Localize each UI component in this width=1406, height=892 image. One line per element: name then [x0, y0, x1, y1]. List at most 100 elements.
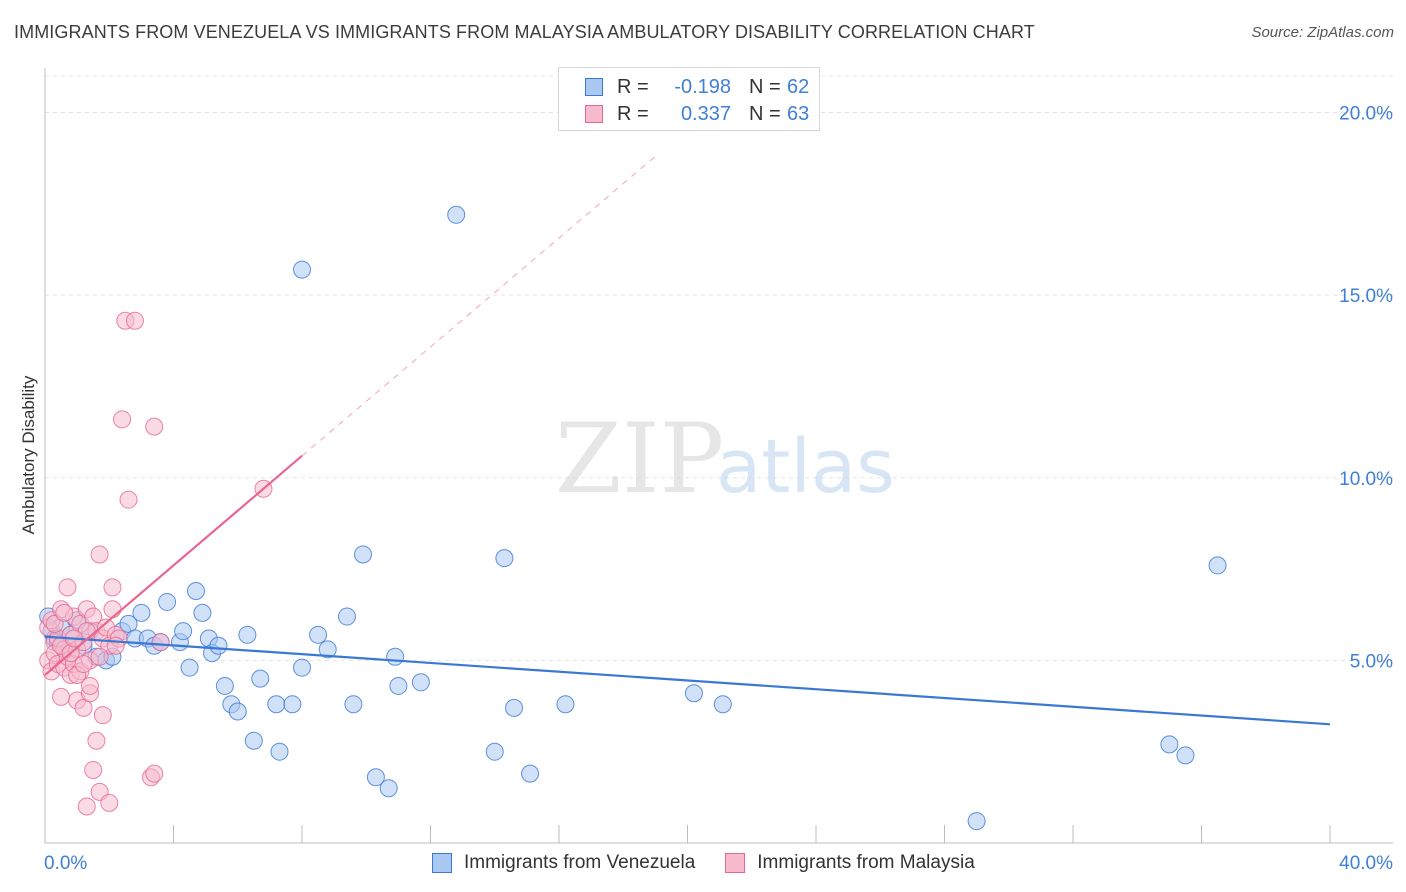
venezuela-point: [318, 640, 337, 659]
venezuela-point: [684, 684, 703, 703]
legend-n-value: 63: [787, 102, 810, 125]
legend-row-venezuela: R = -0.198 N = 62: [585, 74, 809, 100]
malaysia-point: [80, 676, 99, 695]
legend-swatch-pink: [585, 105, 603, 123]
legend-swatch-blue: [585, 78, 603, 96]
malaysia-point: [58, 578, 77, 597]
venezuela-point: [713, 695, 732, 714]
venezuela-point: [174, 622, 193, 641]
venezuela-point: [215, 676, 234, 695]
venezuela-point: [158, 592, 177, 611]
legend-swatch-blue: [432, 853, 452, 873]
venezuela-point: [344, 695, 363, 714]
malaysia-point: [87, 731, 106, 750]
venezuela-point: [386, 647, 405, 666]
chart-title: IMMIGRANTS FROM VENEZUELA VS IMMIGRANTS …: [14, 22, 1035, 42]
venezuela-point: [293, 658, 311, 677]
legend-n-label: N =: [749, 75, 781, 98]
venezuela-point: [193, 603, 212, 622]
legend-row-malaysia: R = 0.337 N = 63: [585, 101, 809, 127]
malaysia-point: [151, 633, 170, 652]
legend-r-label: R =: [617, 75, 649, 98]
venezuela-point: [337, 607, 356, 626]
legend-n-label: N =: [749, 102, 781, 125]
legend-label-venezuela: Immigrants from Venezuela: [464, 852, 696, 873]
venezuela-point: [309, 625, 328, 644]
venezuela-point: [251, 669, 270, 688]
series-venezuela-points: [39, 205, 1227, 831]
venezuela-point: [1208, 556, 1227, 575]
malaysia-point: [90, 545, 109, 564]
venezuela-point: [132, 603, 151, 622]
legend-swatch-pink: [725, 853, 746, 873]
x-axis-ticks: [44, 825, 1331, 843]
malaysia-point: [77, 797, 96, 816]
malaysia-point: [119, 490, 138, 509]
malaysia-point: [100, 793, 119, 812]
series-malaysia-points: [39, 311, 273, 816]
venezuela-point: [228, 702, 247, 721]
venezuela-point: [366, 768, 385, 787]
venezuela-point: [379, 779, 398, 798]
venezuela-point: [505, 698, 524, 717]
x-tick-label: 40.0%: [1339, 853, 1393, 874]
malaysia-point: [52, 687, 71, 706]
venezuela-point: [186, 581, 205, 600]
grid-lines: [45, 75, 1393, 661]
source-label: Source: ZipAtlas.com: [1251, 24, 1394, 41]
venezuela-point: [521, 764, 540, 783]
malaysia-trend-line: [44, 455, 303, 676]
legend-r-value: 0.337: [680, 102, 731, 125]
malaysia-point: [125, 311, 144, 330]
x-tick-label: 0.0%: [44, 853, 87, 874]
y-tick-label: 15.0%: [1339, 286, 1393, 307]
venezuela-point: [244, 731, 263, 750]
venezuela-point: [270, 742, 289, 761]
x-tick-labels: 0.0% 40.0%: [44, 853, 1393, 874]
legend-r-label: R =: [617, 102, 649, 125]
watermark-zip: ZIP: [555, 403, 724, 515]
malaysia-point: [84, 760, 103, 779]
malaysia-trend-extension: [301, 155, 656, 457]
malaysia-point: [90, 647, 109, 666]
series-legend: Immigrants from Venezuela Immigrants fro…: [432, 852, 1005, 874]
malaysia-point: [93, 706, 112, 725]
venezuela-point: [967, 812, 986, 831]
malaysia-point: [103, 578, 122, 597]
venezuela-point: [485, 742, 504, 761]
venezuela-trend-line: [44, 635, 1331, 726]
y-tick-labels: 5.0% 10.0% 15.0% 20.0%: [1339, 104, 1393, 673]
y-tick-label: 10.0%: [1339, 469, 1393, 490]
legend-label-malaysia: Immigrants from Malaysia: [757, 852, 975, 873]
malaysia-point: [55, 603, 74, 622]
venezuela-point: [556, 695, 575, 714]
legend-item-malaysia: Immigrants from Malaysia: [725, 852, 975, 874]
venezuela-point: [1160, 735, 1179, 754]
legend-n-value: 62: [787, 75, 810, 98]
legend-r-value: -0.198: [674, 75, 731, 98]
venezuela-point: [238, 625, 257, 644]
venezuela-point: [293, 260, 311, 279]
y-axis-label: Ambulatory Disability: [19, 375, 38, 534]
malaysia-point: [145, 417, 164, 436]
y-tick-label: 5.0%: [1350, 651, 1393, 672]
venezuela-point: [267, 695, 286, 714]
correlation-legend: R = -0.198 N = 62 R = 0.337 N = 63: [558, 67, 820, 131]
malaysia-point: [145, 764, 164, 783]
legend-item-venezuela: Immigrants from Venezuela: [432, 852, 695, 874]
malaysia-point: [106, 636, 125, 655]
y-tick-label: 20.0%: [1339, 104, 1393, 125]
venezuela-point: [1176, 746, 1195, 765]
venezuela-point: [283, 695, 302, 714]
venezuela-point: [389, 676, 408, 695]
watermark: ZIP atlas: [555, 403, 895, 515]
venezuela-point: [209, 636, 228, 655]
trend-lines: [44, 155, 1331, 726]
venezuela-point: [447, 205, 466, 224]
watermark-atlas: atlas: [716, 424, 895, 510]
venezuela-point: [411, 673, 430, 692]
venezuela-point: [495, 549, 514, 568]
venezuela-point: [180, 658, 199, 677]
malaysia-point: [103, 600, 122, 619]
